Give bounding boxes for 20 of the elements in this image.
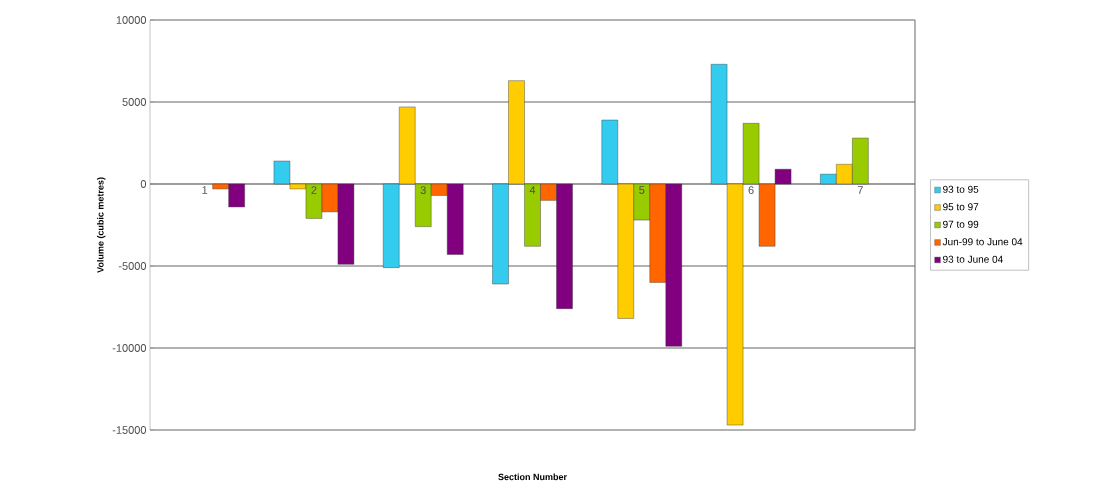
y-tick-label: 10000 (116, 16, 147, 24)
x-tick-label: 1 (202, 186, 208, 194)
x-axis-title: Section Number (498, 473, 567, 481)
x-tick-label: 5 (639, 186, 645, 194)
x-tick-label: 4 (529, 186, 536, 194)
x-tick-label: 7 (857, 186, 863, 194)
x-tick-label: 6 (748, 186, 754, 194)
y-tick-label: 5000 (122, 98, 147, 106)
legend-label: 93 to June 04 (943, 255, 1003, 263)
legend-label: 93 to 95 (943, 185, 979, 193)
y-tick-label: 0 (140, 180, 147, 188)
legend-label: 97 to 99 (943, 220, 979, 228)
legend-label: Jun-99 to June 04 (942, 238, 1023, 246)
y-axis-title: Volume (cubic metres) (96, 177, 106, 273)
x-tick-label: 2 (311, 186, 317, 194)
y-tick-label: -15000 (112, 426, 147, 434)
legend-label: 95 to 97 (943, 203, 979, 211)
x-tick-label: 3 (420, 186, 426, 194)
y-tick-label: -10000 (112, 344, 147, 352)
y-tick-label: -5000 (118, 262, 147, 270)
